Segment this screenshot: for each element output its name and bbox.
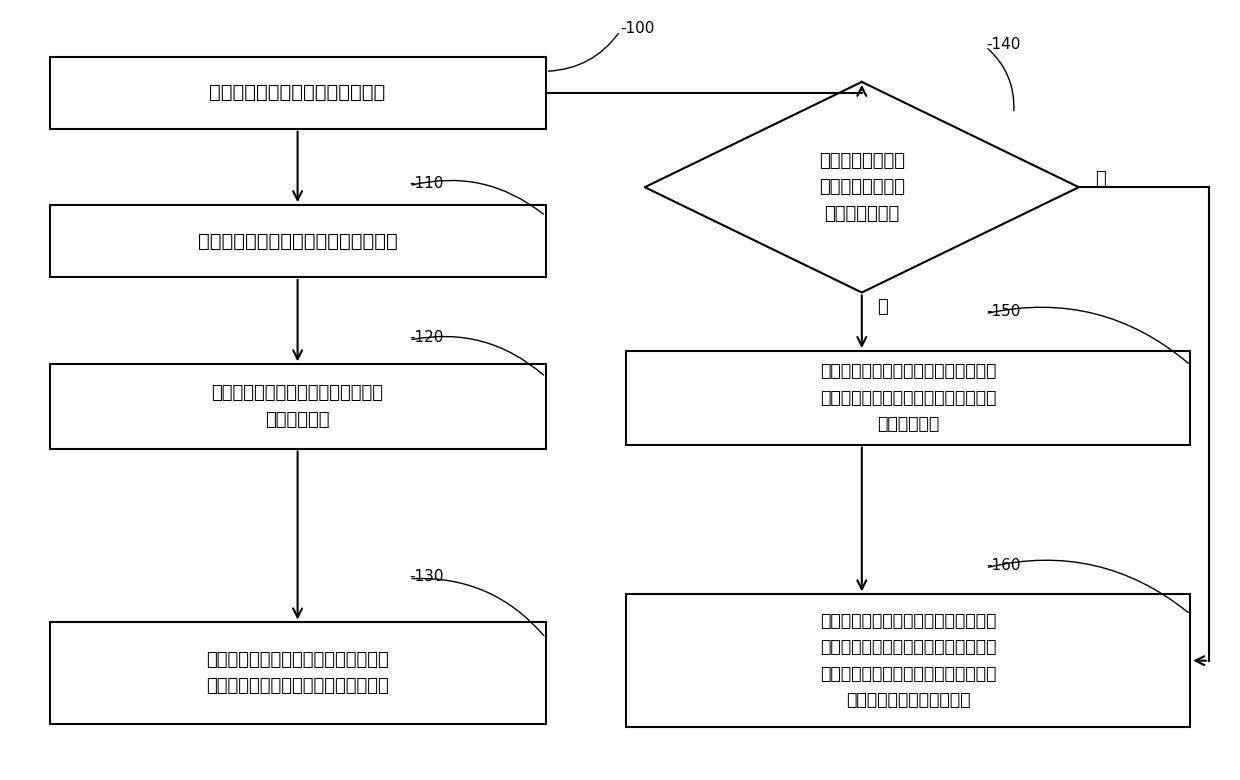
Text: 服务基站去激活对该终端的协作多点传
输，并向参与该终端的协作多点传输的
协作集合中的其他接入网节点发送指示
去激活协作多点传输的消息: 服务基站去激活对该终端的协作多点传 输，并向参与该终端的协作多点传输的 协作集合… [820, 612, 997, 709]
Text: 是: 是 [877, 297, 888, 316]
Text: 否: 否 [1095, 169, 1106, 188]
FancyBboxPatch shape [50, 57, 546, 129]
Text: 服务基站向参与上述终端的协作多点传
输的协作集合中的其他接入网节点发送
切换通知消息: 服务基站向参与上述终端的协作多点传 输的协作集合中的其他接入网节点发送 切换通知… [820, 363, 997, 433]
Text: -140: -140 [986, 37, 1021, 52]
Text: -120: -120 [409, 330, 444, 346]
Text: 判断上述目标基站
是否支持对该终端
的协作多点传输: 判断上述目标基站 是否支持对该终端 的协作多点传输 [818, 152, 905, 222]
Text: -130: -130 [409, 569, 444, 584]
Text: -100: -100 [620, 21, 655, 37]
FancyBboxPatch shape [626, 351, 1190, 445]
FancyBboxPatch shape [626, 594, 1190, 727]
FancyBboxPatch shape [50, 364, 546, 448]
Polygon shape [645, 82, 1079, 292]
Text: -160: -160 [986, 558, 1021, 573]
Text: 服务基站向该终端发送切换命令，以指
示所述终端切换至所述目标基站的小区: 服务基站向该终端发送切换命令，以指 示所述终端切换至所述目标基站的小区 [206, 651, 389, 695]
FancyBboxPatch shape [50, 205, 546, 277]
Text: -150: -150 [986, 303, 1021, 319]
Text: 服务基站向目标基站发送切换请求消息: 服务基站向目标基站发送切换请求消息 [197, 232, 398, 250]
Text: -110: -110 [409, 176, 444, 191]
Text: 服务基站确定对终端进行小区切换: 服务基站确定对终端进行小区切换 [210, 83, 386, 102]
Text: 服务基站接收该目标基站发送的切换
请求响应消息: 服务基站接收该目标基站发送的切换 请求响应消息 [212, 385, 383, 428]
FancyBboxPatch shape [50, 622, 546, 724]
